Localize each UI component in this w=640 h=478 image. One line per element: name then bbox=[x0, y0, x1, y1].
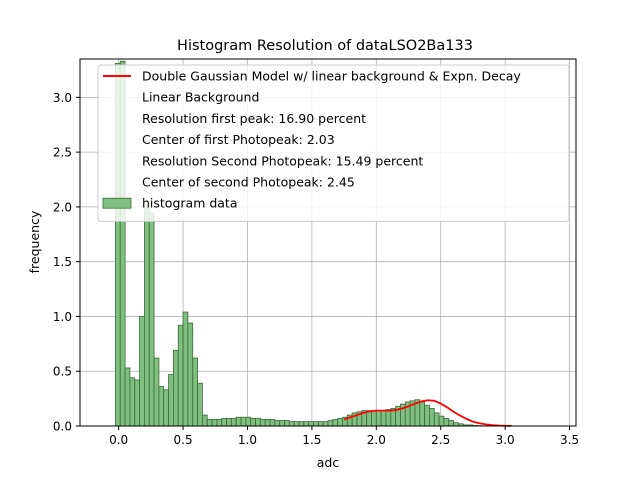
histogram-bar bbox=[337, 417, 343, 427]
histogram-bar bbox=[144, 205, 150, 427]
histogram-bar bbox=[173, 350, 179, 427]
histogram-bar bbox=[192, 357, 198, 427]
histogram-bar bbox=[226, 417, 232, 427]
histogram-bar bbox=[153, 357, 160, 427]
histogram-bar bbox=[327, 420, 334, 427]
histogram-bar bbox=[419, 401, 426, 427]
y-tick-label-6: 3.0 bbox=[53, 91, 72, 105]
histogram-bar bbox=[134, 379, 140, 427]
histogram-bar bbox=[250, 417, 256, 427]
histogram-bar bbox=[139, 316, 145, 427]
histogram-bar bbox=[197, 382, 203, 427]
y-axis-label: frequency bbox=[27, 210, 42, 273]
histogram-bar bbox=[274, 420, 281, 427]
y-tick-label-2: 1.0 bbox=[53, 310, 72, 324]
histogram-bar bbox=[443, 417, 450, 427]
histogram-bar bbox=[245, 416, 252, 427]
histogram-bar bbox=[298, 421, 305, 427]
x-tick-label-4: 2.0 bbox=[367, 433, 386, 447]
x-tick-label-3: 1.5 bbox=[302, 433, 321, 447]
legend-patch-swatch bbox=[102, 197, 132, 209]
histogram-bar bbox=[380, 410, 387, 427]
histogram-bar bbox=[264, 419, 271, 427]
model-curve-0 bbox=[343, 399, 512, 427]
x-tick-label-7: 3.5 bbox=[560, 433, 579, 447]
histogram-bar bbox=[313, 421, 319, 427]
y-tick-label-0: 0.0 bbox=[53, 420, 72, 434]
x-tick-label-2: 1.0 bbox=[238, 433, 257, 447]
model-curve-layer bbox=[343, 399, 512, 427]
histogram-bar bbox=[303, 421, 310, 427]
y-tick-label-3: 1.5 bbox=[53, 255, 72, 269]
histogram-bar bbox=[293, 421, 300, 427]
histogram-bar bbox=[235, 416, 242, 427]
x-tick-label-0: 0.0 bbox=[109, 433, 128, 447]
legend-entry-2: Resolution first peak: 16.90 percent bbox=[142, 111, 366, 126]
histogram-bar bbox=[211, 419, 218, 427]
histogram-bar bbox=[158, 386, 165, 427]
histogram-bar bbox=[216, 419, 223, 427]
histogram-bar bbox=[259, 419, 266, 427]
histogram-bar bbox=[206, 419, 213, 427]
histogram-bar bbox=[448, 420, 455, 427]
histogram-bar bbox=[308, 421, 314, 427]
histogram-bar bbox=[322, 421, 329, 427]
y-tick-label-5: 2.5 bbox=[53, 146, 72, 160]
histogram-bar bbox=[332, 419, 339, 427]
histogram-bar bbox=[317, 421, 324, 427]
axis-ticks: 0.0 0.5 1.0 1.5 2.0 2.5 3.0 3.5 0.0 0.5 1.0 1.5 2.0 2… bbox=[53, 91, 579, 447]
histogram-bar bbox=[168, 374, 174, 427]
x-tick-label-1: 0.5 bbox=[174, 433, 193, 447]
histogram-bar bbox=[255, 417, 261, 427]
legend-entry-1: Linear Background bbox=[142, 90, 259, 105]
legend-entry-5: Center of second Photopeak: 2.45 bbox=[142, 175, 355, 190]
chart-title: Histogram Resolution of dataLSO2Ba133 bbox=[177, 38, 473, 54]
histogram-bar bbox=[429, 408, 435, 427]
histogram-bar bbox=[148, 213, 155, 427]
histogram-bar bbox=[182, 311, 189, 427]
legend-entry-4: Resolution Second Photopeak: 15.49 perce… bbox=[142, 153, 423, 168]
histogram-bar bbox=[279, 420, 285, 427]
histogram-bar bbox=[124, 367, 131, 427]
legend-box bbox=[97, 64, 570, 222]
histogram-bar bbox=[201, 414, 208, 427]
legend-entry-6: histogram data bbox=[142, 196, 238, 211]
histogram-bar bbox=[438, 415, 445, 427]
histogram-bar bbox=[424, 404, 430, 427]
histogram-bar bbox=[385, 409, 392, 427]
legend-entry-3: Center of first Photopeak: 2.03 bbox=[142, 132, 335, 147]
x-tick-label-5: 2.5 bbox=[431, 433, 450, 447]
histogram-bar bbox=[177, 324, 184, 427]
histogram-bar bbox=[371, 410, 377, 427]
x-axis-label: adc bbox=[317, 455, 340, 470]
histogram-bar bbox=[366, 410, 372, 427]
histogram-bar bbox=[288, 421, 295, 427]
legend-entry-0: Double Gaussian Model w/ linear backgrou… bbox=[142, 69, 521, 84]
histogram-bar bbox=[284, 420, 290, 427]
histogram-bar bbox=[163, 389, 169, 427]
histogram-bar bbox=[240, 416, 247, 427]
y-tick-label-1: 0.5 bbox=[53, 365, 72, 379]
histogram-bar bbox=[129, 377, 136, 427]
x-tick-label-6: 3.0 bbox=[496, 433, 515, 447]
histogram-bar bbox=[187, 322, 194, 427]
legend: Double Gaussian Model w/ linear backgrou… bbox=[97, 64, 570, 222]
histogram-bar bbox=[221, 417, 227, 427]
histogram-bar bbox=[375, 410, 382, 427]
histogram-bar bbox=[230, 417, 237, 427]
histogram-bar bbox=[269, 419, 276, 427]
plot-frame bbox=[79, 58, 577, 427]
histogram-bar bbox=[433, 412, 440, 427]
y-tick-label-4: 2.0 bbox=[53, 200, 72, 214]
